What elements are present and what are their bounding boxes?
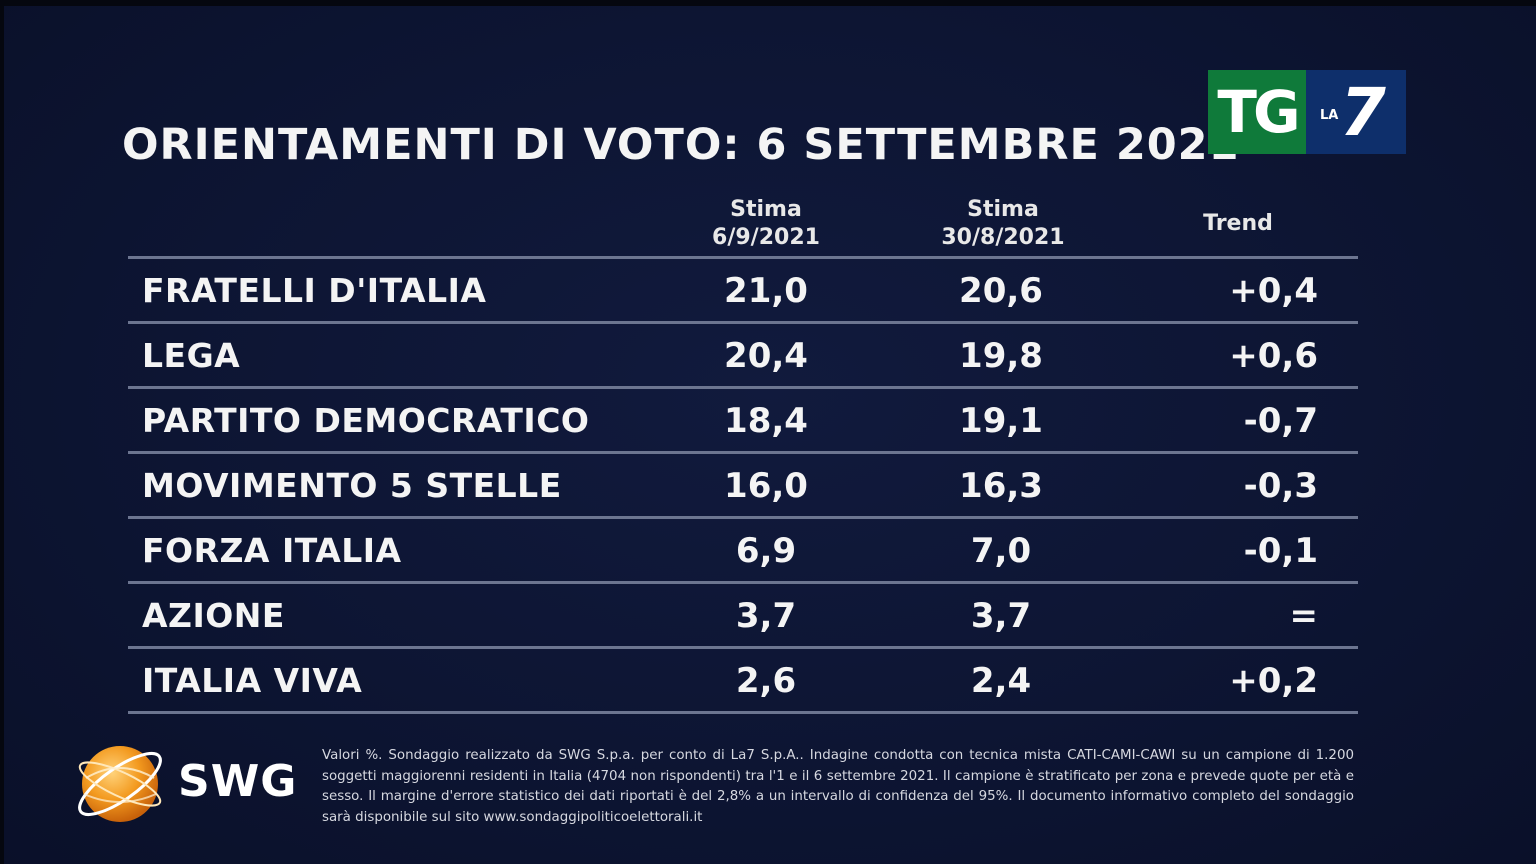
party-name: MOVIMENTO 5 STELLE: [142, 466, 562, 505]
party-name: FRATELLI D'ITALIA: [142, 271, 487, 310]
trend-value: -0,1: [1243, 531, 1318, 571]
trend-value: -0,3: [1243, 466, 1318, 506]
swg-logo-text: SWG: [178, 756, 298, 807]
stima-30-8-value: 7,0: [970, 531, 1032, 571]
table-row: LEGA 20,4 19,8 +0,6: [128, 324, 1358, 389]
party-name: PARTITO DEMOCRATICO: [142, 401, 590, 440]
frame-edge-left: [0, 0, 4, 864]
table-row: FRATELLI D'ITALIA 21,0 20,6 +0,4: [128, 259, 1358, 324]
header-stima-30-8-date: 30/8/2021: [941, 225, 1065, 250]
header-stima-30-8-label: Stima: [967, 197, 1039, 222]
tg-logo-text: TG: [1208, 70, 1306, 154]
methodology-footnote: Valori %. Sondaggio realizzato da SWG S.…: [322, 748, 1354, 825]
party-name: FORZA ITALIA: [142, 531, 402, 570]
table-row: PARTITO DEMOCRATICO 18,4 19,1 -0,7: [128, 389, 1358, 454]
table-row: MOVIMENTO 5 STELLE 16,0 16,3 -0,3: [128, 454, 1358, 519]
header-stima-6-9-label: Stima: [730, 197, 802, 222]
swg-logo: SWG: [66, 738, 306, 830]
party-name: LEGA: [142, 336, 241, 375]
poll-table: Stima 6/9/2021 Stima 30/8/2021 Trend FRA…: [128, 190, 1358, 714]
party-name: AZIONE: [142, 596, 285, 635]
stima-6-9-value: 20,4: [724, 336, 808, 376]
la7-logo-la: LA: [1320, 108, 1339, 123]
swg-globe-icon: [78, 746, 162, 822]
table-row: FORZA ITALIA 6,9 7,0 -0,1: [128, 519, 1358, 584]
trend-value: =: [1289, 596, 1319, 636]
header-stima-6-9: Stima 6/9/2021: [686, 196, 846, 252]
stima-30-8-value: 19,8: [959, 336, 1043, 376]
header-stima-6-9-date: 6/9/2021: [712, 225, 820, 250]
table-header: Stima 6/9/2021 Stima 30/8/2021 Trend: [128, 190, 1358, 259]
trend-value: +0,4: [1229, 271, 1318, 311]
party-name: ITALIA VIVA: [142, 661, 363, 700]
trend-value: +0,2: [1229, 661, 1318, 701]
stima-6-9-value: 21,0: [724, 271, 808, 311]
tg-la7-logo: TG LA 7: [1208, 70, 1406, 154]
la7-logo: LA 7: [1306, 70, 1406, 154]
page-title: ORIENTAMENTI DI VOTO: 6 SETTEMBRE 2021: [122, 120, 1240, 170]
stima-6-9-value: 16,0: [724, 466, 808, 506]
stima-6-9-value: 2,6: [735, 661, 797, 701]
stima-6-9-value: 18,4: [724, 401, 808, 441]
stima-30-8-value: 19,1: [959, 401, 1043, 441]
trend-value: +0,6: [1229, 336, 1318, 376]
header-trend-label: Trend: [1203, 211, 1273, 236]
header-stima-30-8: Stima 30/8/2021: [918, 196, 1088, 252]
stima-6-9-value: 3,7: [735, 596, 797, 636]
table-row: AZIONE 3,7 3,7 =: [128, 584, 1358, 649]
stima-30-8-value: 3,7: [970, 596, 1032, 636]
la7-logo-seven: 7: [1340, 74, 1386, 151]
header-trend: Trend: [1168, 210, 1308, 238]
table-row: ITALIA VIVA 2,6 2,4 +0,2: [128, 649, 1358, 714]
stima-30-8-value: 16,3: [959, 466, 1043, 506]
stima-30-8-value: 2,4: [970, 661, 1032, 701]
trend-value: -0,7: [1243, 401, 1318, 441]
stima-30-8-value: 20,6: [959, 271, 1043, 311]
stima-6-9-value: 6,9: [735, 531, 797, 571]
frame-edge-top: [0, 0, 1536, 6]
